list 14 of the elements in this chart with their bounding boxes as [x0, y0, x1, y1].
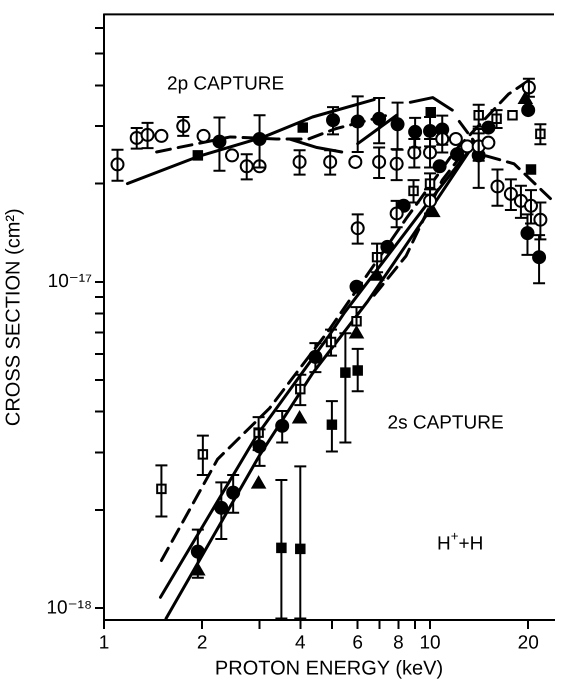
annotation: 2p CAPTURE [167, 73, 284, 94]
x-axis-title: PROTON ENERGY (keV) [214, 658, 444, 680]
x-tick-label: 6 [352, 632, 363, 654]
x-tick-label: 4 [295, 632, 306, 654]
x-tick-label: 1 [98, 632, 110, 654]
x-tick-label: 10 [419, 632, 441, 654]
y-axis-title: CROSS SECTION (cm²) [2, 208, 25, 426]
annotation: H++H [437, 528, 484, 555]
annotation: 2s CAPTURE [388, 412, 504, 434]
x-tick-label: 20 [518, 632, 539, 654]
y-tick-label: 10⁻¹⁷ [48, 271, 92, 292]
y-tick-label: 10⁻¹⁸ [46, 597, 92, 618]
x-tick-label: 8 [393, 632, 404, 654]
x-tick-label: 2 [196, 632, 208, 654]
